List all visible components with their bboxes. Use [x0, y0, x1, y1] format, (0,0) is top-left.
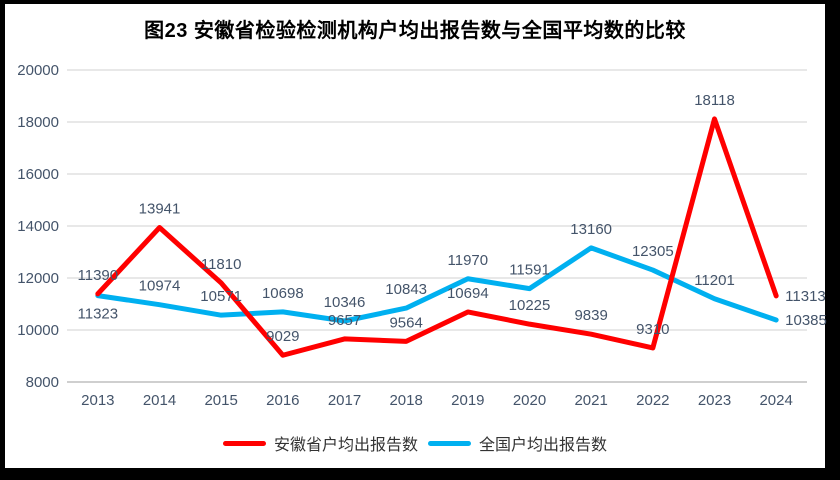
- data-label-national: 10843: [385, 281, 427, 298]
- legend-label-national: 全国户均出报告数: [479, 437, 608, 454]
- data-label-national: 10571: [200, 288, 242, 305]
- x-tick-label: 2024: [759, 392, 792, 409]
- chart-frame: 图23 安徽省检验检测机构户均出报告数与全国平均数的比较 20000 18000 1…: [5, 4, 827, 468]
- x-tick-label: 2015: [204, 392, 237, 409]
- data-label-national: 11323: [78, 306, 119, 323]
- series-line-anhui: [95, 116, 779, 358]
- chart-title: 图23 安徽省检验检测机构户均出报告数与全国平均数的比较: [144, 20, 686, 42]
- x-tick-label: 2017: [328, 392, 361, 409]
- data-label-anhui: 18118: [694, 92, 735, 109]
- x-tick-label: 2013: [81, 392, 114, 409]
- x-tick-label: 2016: [266, 392, 299, 409]
- data-label-anhui: 9839: [574, 307, 607, 324]
- x-tick-label: 2022: [636, 392, 669, 409]
- plot-svg: 20000 18000 16000 14000 12000 10000 8000 2013 20…: [17, 62, 827, 409]
- data-label-anhui: 10225: [509, 297, 551, 314]
- y-tick-label: 18000: [17, 114, 59, 131]
- x-tick-label: 2018: [389, 392, 422, 409]
- series-line-national: [95, 245, 779, 324]
- data-label-anhui: 11313: [785, 288, 826, 305]
- data-label-national: 10974: [139, 278, 181, 295]
- data-label-anhui: 10694: [447, 285, 489, 302]
- data-label-anhui: 9657: [328, 312, 361, 329]
- data-label-national: 10346: [324, 294, 366, 311]
- chart-legend: 安徽省户均出报告数 全国户均出报告数: [5, 431, 825, 455]
- data-label-national: 12305: [632, 243, 674, 260]
- legend-line-swatch-red: [222, 440, 266, 446]
- x-tick-label: 2021: [574, 392, 607, 409]
- legend-line-swatch-blue: [428, 440, 471, 446]
- x-tick-label: 2023: [698, 392, 731, 409]
- data-label-national: 10385: [785, 312, 827, 329]
- data-label-anhui: 13941: [139, 201, 181, 218]
- data-label-national: 11591: [509, 262, 550, 279]
- legend-item-anhui: 安徽省户均出报告数: [222, 431, 418, 455]
- data-label-national: 11970: [448, 252, 489, 269]
- legend-item-national: 全国户均出报告数: [428, 431, 607, 455]
- legend-label-anhui: 安徽省户均出报告数: [273, 437, 418, 454]
- data-label-national: 13160: [570, 221, 612, 238]
- data-label-anhui: 9564: [389, 314, 422, 331]
- x-tick-label: 2014: [143, 392, 176, 409]
- y-tick-label: 10000: [17, 322, 59, 339]
- data-label-national: 11201: [694, 272, 735, 289]
- y-tick-label: 12000: [17, 270, 59, 287]
- data-label-anhui: 9310: [636, 321, 669, 338]
- data-label-national: 10698: [262, 285, 304, 302]
- y-tick-label: 8000: [26, 374, 59, 391]
- x-tick-label: 2020: [513, 392, 546, 409]
- data-label-anhui: 11810: [201, 256, 242, 273]
- data-label-anhui: 11390: [78, 267, 119, 284]
- x-tick-label: 2019: [451, 392, 484, 409]
- y-tick-label: 16000: [17, 166, 59, 183]
- data-label-anhui: 9029: [266, 328, 299, 345]
- y-tick-label: 14000: [17, 218, 59, 235]
- y-tick-label: 20000: [17, 62, 59, 79]
